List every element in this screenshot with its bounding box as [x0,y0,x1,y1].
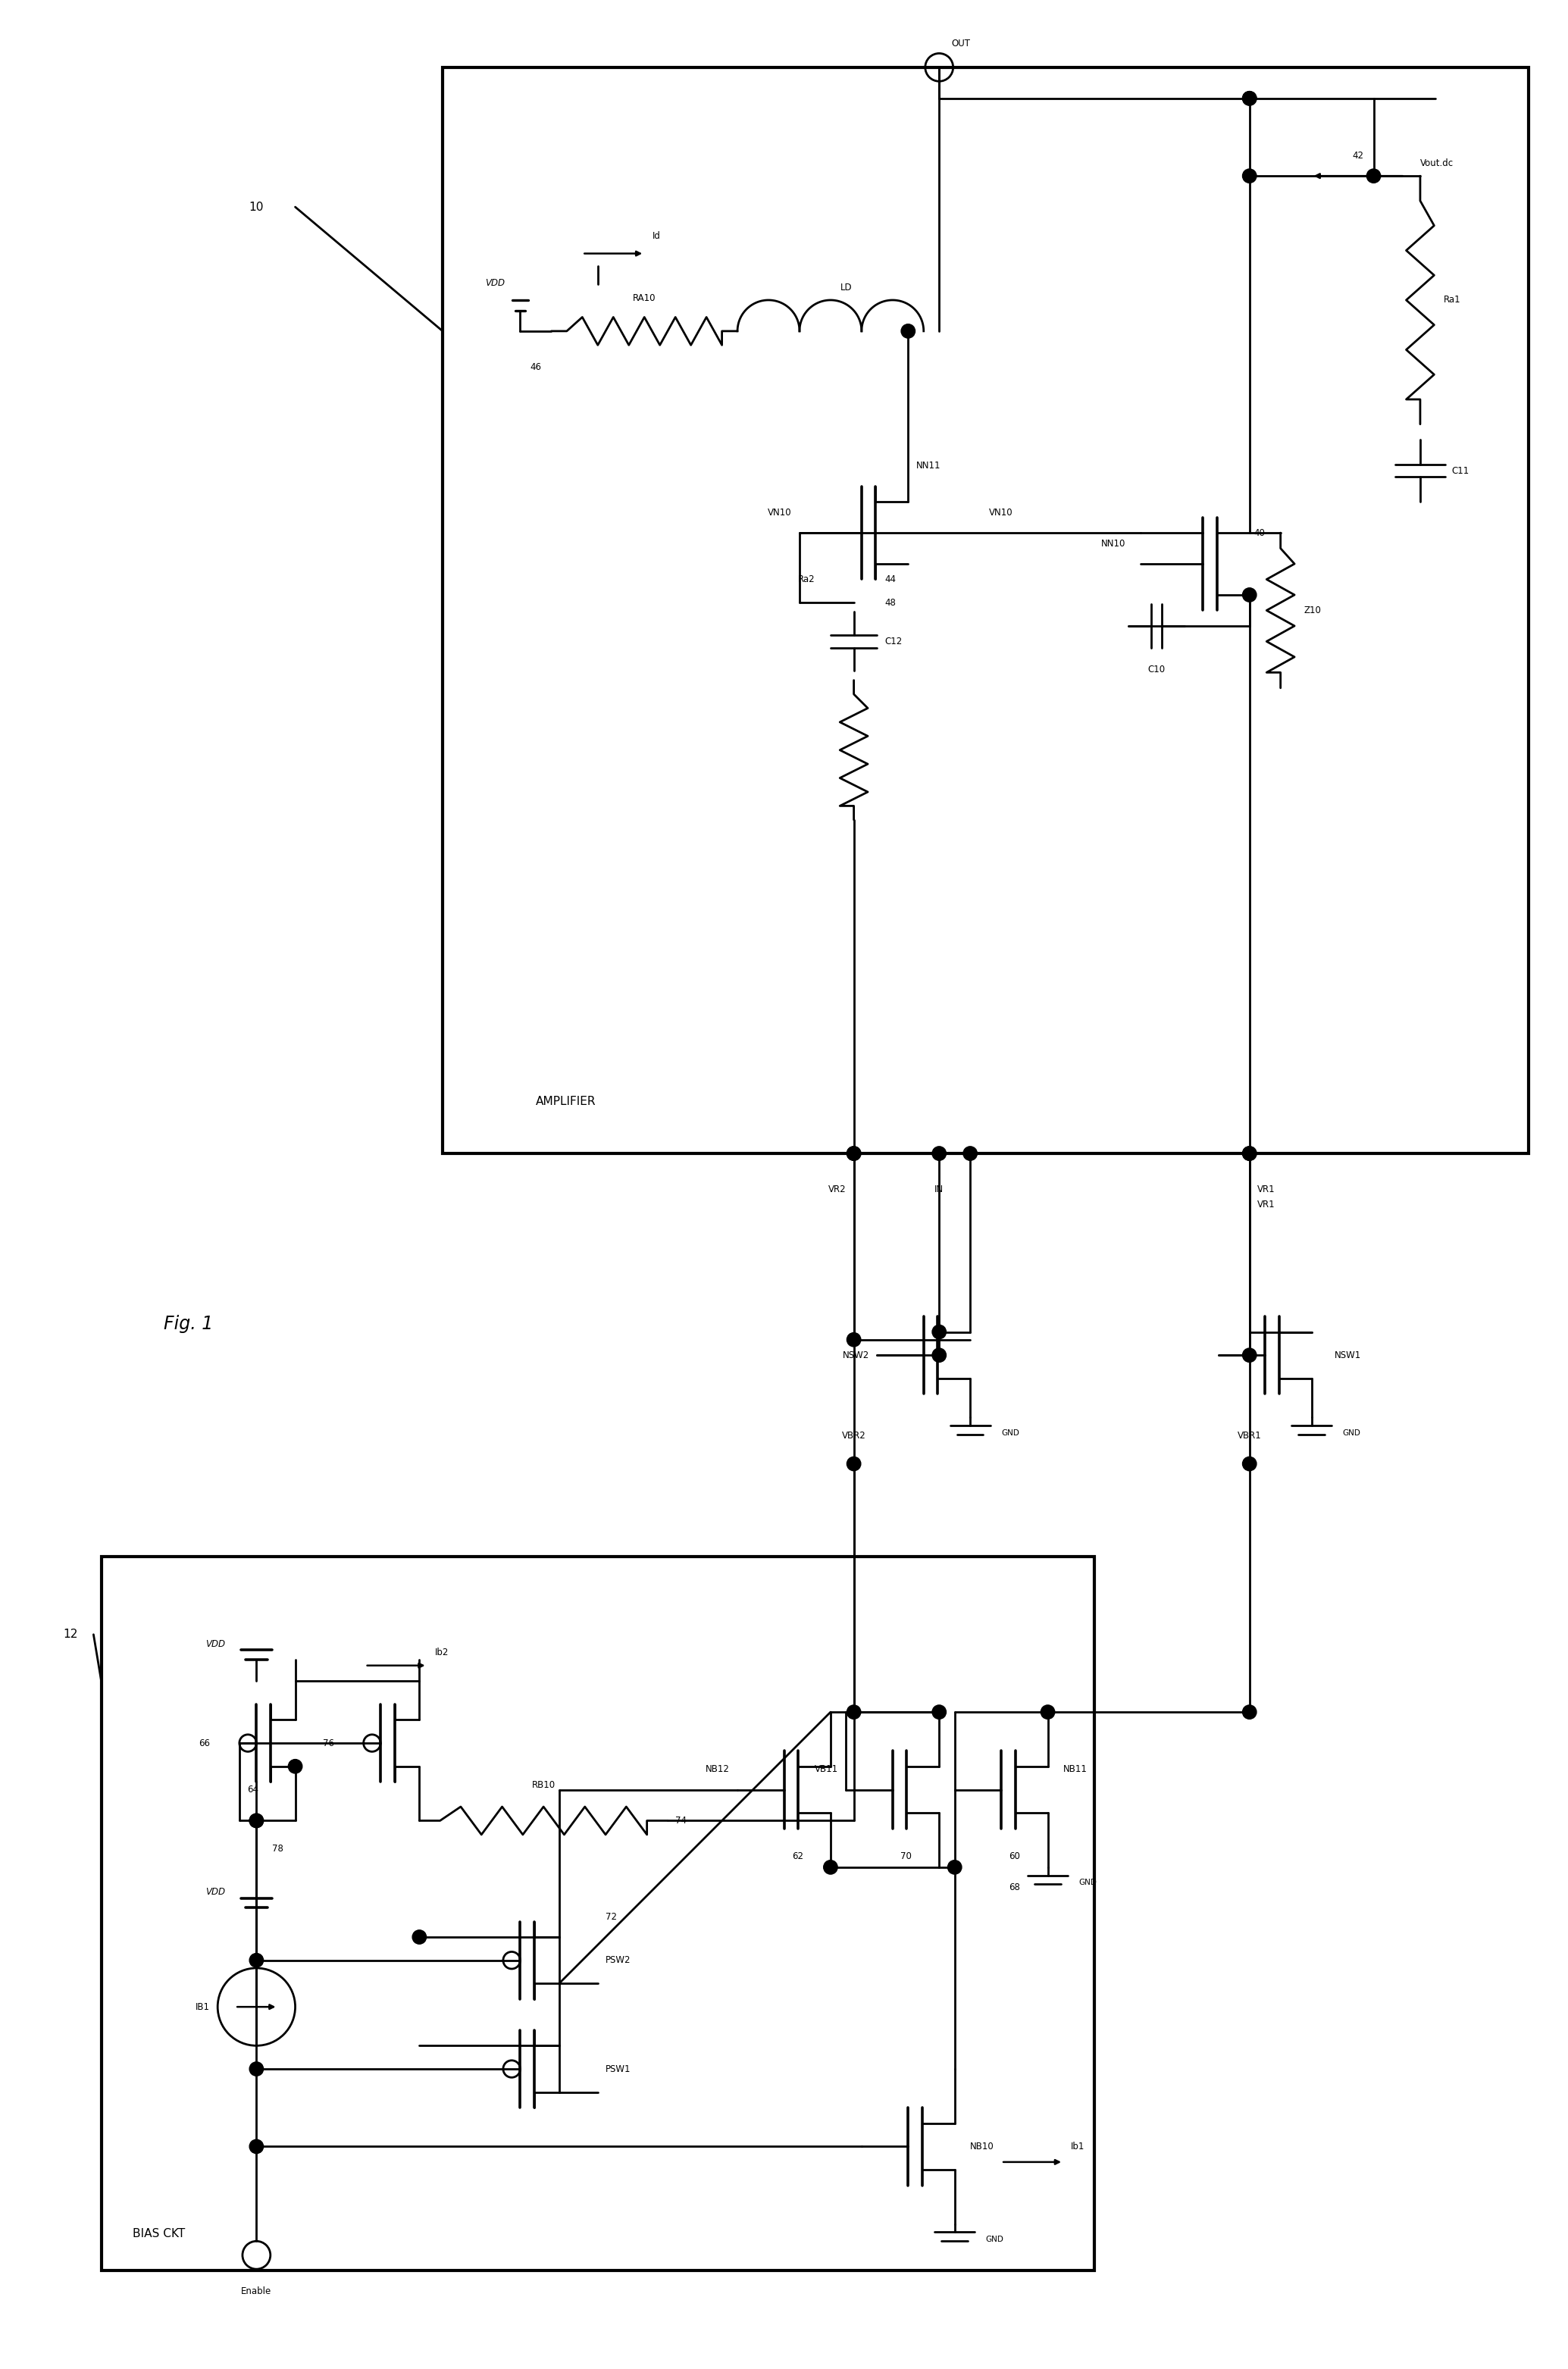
Text: 66: 66 [199,1739,210,1748]
Text: C11: C11 [1452,467,1469,476]
Bar [442,66,1529,1154]
Circle shape [847,1147,861,1161]
Circle shape [249,1815,263,1826]
Text: 72: 72 [605,1912,616,1921]
Text: Id: Id [652,232,660,242]
Text: RB10: RB10 [532,1779,555,1789]
Text: 44: 44 [884,573,897,585]
Text: C12: C12 [884,637,903,647]
Circle shape [847,1334,861,1346]
Circle shape [947,1860,961,1874]
Text: GND: GND [1342,1429,1361,1436]
Text: VN10: VN10 [768,507,792,516]
Text: NB11: NB11 [1063,1765,1088,1774]
Text: VR2: VR2 [828,1184,847,1194]
Text: VBR1: VBR1 [1237,1431,1262,1440]
Circle shape [249,1954,263,1966]
Circle shape [249,2139,263,2153]
Circle shape [1242,1706,1256,1720]
Text: Ib2: Ib2 [434,1649,448,1658]
Text: 76: 76 [323,1739,334,1748]
Text: IN: IN [935,1184,944,1194]
Text: PSW1: PSW1 [605,2063,630,2073]
Text: GND: GND [986,2236,1004,2243]
Circle shape [847,1457,861,1471]
Text: PSW2: PSW2 [605,1954,630,1966]
Text: Fig. 1: Fig. 1 [163,1315,213,1334]
Text: NN10: NN10 [1101,538,1126,547]
Circle shape [1242,1147,1256,1161]
Text: 62: 62 [792,1853,803,1862]
Circle shape [933,1706,946,1720]
Text: 10: 10 [249,201,263,213]
Circle shape [1367,168,1380,182]
Text: Z10: Z10 [1305,606,1322,616]
Text: NN11: NN11 [916,462,941,471]
Text: VDD: VDD [205,1639,226,1649]
Text: VDD: VDD [205,1888,226,1898]
Text: IB1: IB1 [196,2002,210,2011]
Circle shape [1242,1147,1256,1161]
Circle shape [1242,1348,1256,1362]
Circle shape [1242,92,1256,104]
Text: NB12: NB12 [706,1765,729,1774]
Circle shape [1242,588,1256,602]
Text: VDD: VDD [485,277,505,287]
Text: C10: C10 [1148,666,1165,675]
Circle shape [902,325,916,339]
Text: OUT: OUT [952,38,971,50]
Circle shape [933,1324,946,1338]
Text: 40: 40 [1254,528,1265,538]
Text: Ra1: Ra1 [1444,296,1461,306]
Text: 46: 46 [530,362,541,372]
Text: NB10: NB10 [971,2142,994,2151]
Text: 42: 42 [1353,152,1364,161]
Circle shape [289,1760,303,1774]
Circle shape [1242,1457,1256,1471]
Text: VBR2: VBR2 [842,1431,866,1440]
Text: BIAS CKT: BIAS CKT [132,2229,185,2239]
Text: 64: 64 [248,1784,259,1796]
Circle shape [1041,1706,1055,1720]
Text: 74: 74 [676,1815,687,1826]
Text: Ra2: Ra2 [798,573,815,585]
Text: GND: GND [1002,1429,1019,1436]
Text: 12: 12 [63,1630,78,1639]
Circle shape [823,1860,837,1874]
Text: 68: 68 [1008,1883,1021,1893]
Text: NSW1: NSW1 [1334,1350,1361,1360]
Text: LD: LD [840,282,851,291]
Circle shape [933,1147,946,1161]
Circle shape [1242,168,1256,182]
Circle shape [1242,92,1256,104]
Text: 70: 70 [900,1853,911,1862]
Text: 48: 48 [884,597,897,606]
Bar [102,1556,1094,2270]
Circle shape [847,1147,861,1161]
Text: NSW2: NSW2 [842,1350,869,1360]
Text: Vout.dc: Vout.dc [1421,159,1454,168]
Circle shape [412,1931,426,1945]
Text: VB11: VB11 [815,1765,839,1774]
Circle shape [249,1815,263,1826]
Circle shape [933,1348,946,1362]
Text: GND: GND [1079,1879,1098,1886]
Circle shape [963,1147,977,1161]
Text: AMPLIFIER: AMPLIFIER [536,1094,596,1106]
Circle shape [249,2061,263,2075]
Text: Ib1: Ib1 [1071,2142,1085,2151]
Text: 78: 78 [271,1843,284,1855]
Circle shape [847,1706,861,1720]
Text: RA10: RA10 [633,294,655,303]
Text: VR1: VR1 [1258,1184,1275,1194]
Text: Enable: Enable [241,2286,271,2296]
Text: VN10: VN10 [989,507,1013,516]
Text: VR1: VR1 [1258,1201,1275,1211]
Text: 60: 60 [1008,1853,1021,1862]
